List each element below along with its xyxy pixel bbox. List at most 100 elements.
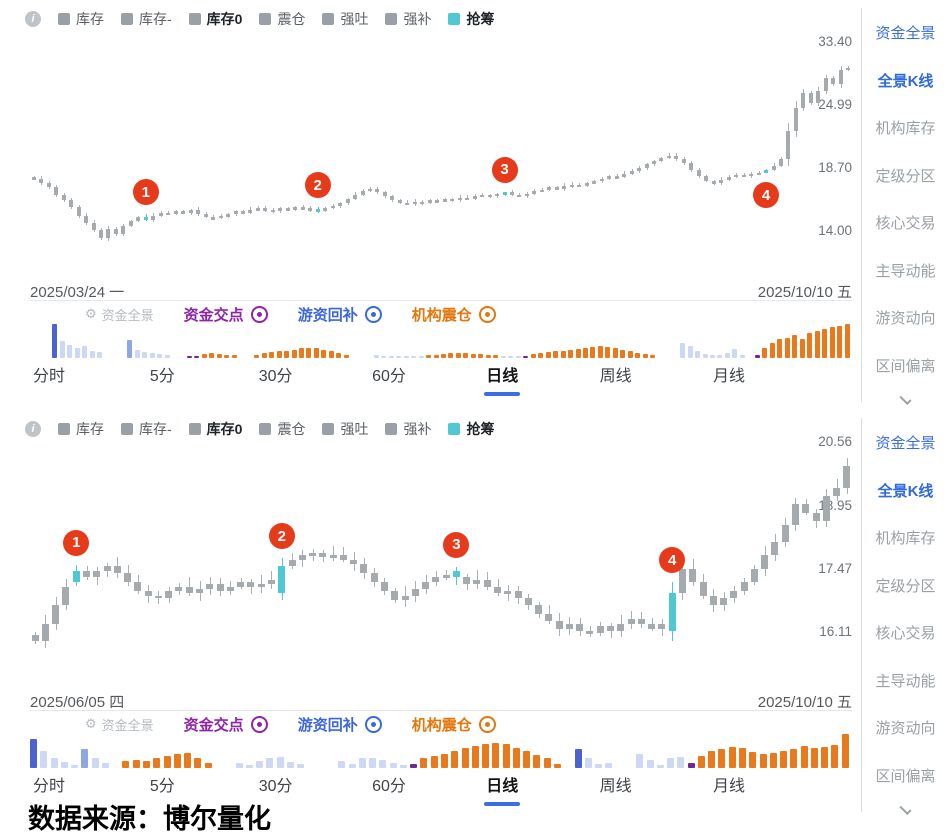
fund-legend-jigou-zhencang[interactable]: 机构震仓	[412, 304, 496, 325]
volume-bar	[646, 759, 654, 768]
tab-weekly[interactable]: 周线	[599, 778, 632, 795]
fund-legend-jigou-zhencang[interactable]: 机构震仓	[412, 714, 496, 735]
legend-item-qiangtu[interactable]: 强吐	[322, 419, 368, 439]
sidebar-item-hexin-jiaoyi[interactable]: 核心交易	[875, 215, 936, 232]
legend-item-qiangbu[interactable]: 强补	[385, 9, 431, 29]
sidebar-item-quanjing-kline[interactable]: 全景K线	[877, 482, 934, 500]
sidebar-item-zhudao-dongneng[interactable]: 主导动能	[875, 262, 936, 280]
volume-bar	[533, 755, 541, 768]
candle	[151, 215, 156, 220]
candle	[843, 466, 851, 489]
sidebar-item-quanjing-kline[interactable]: 全景K线	[877, 72, 934, 90]
legend-item-kucun-minus[interactable]: 库存-	[121, 9, 172, 29]
legend-item-qiangbu[interactable]: 强补	[385, 419, 431, 439]
info-icon[interactable]: i	[25, 421, 41, 437]
volume-bar	[269, 352, 275, 358]
tab-daily[interactable]: 日线	[478, 772, 526, 806]
sidebar-item-jigou-kucun[interactable]: 机构库存	[875, 530, 936, 547]
info-icon[interactable]: i	[25, 11, 41, 27]
event-marker-1[interactable]: 1	[132, 179, 159, 206]
gear-icon[interactable]: ⚙	[85, 716, 97, 731]
volume-bar	[749, 751, 757, 768]
tab-5min[interactable]: 5分	[149, 778, 175, 795]
fund-legend-youzi-huibu[interactable]: 游资回补	[298, 304, 382, 325]
tab-30min[interactable]: 30分	[258, 368, 293, 385]
tab-60min[interactable]: 60分	[372, 778, 406, 795]
volume-bar	[656, 765, 664, 768]
tab-monthly[interactable]: 月线	[712, 368, 745, 385]
gear-icon[interactable]: ⚙	[85, 306, 97, 321]
event-marker-3[interactable]: 3	[443, 531, 470, 558]
tab-30min[interactable]: 30分	[258, 778, 293, 795]
volume-bar	[163, 756, 171, 768]
volume-bar	[627, 351, 633, 358]
candlestick-chart[interactable]: 20.56 18.95 17.47 16.11 1 2 3 4	[30, 434, 852, 690]
fund-legend-zijin-jiaodian[interactable]: 资金交点	[184, 304, 268, 325]
volume-bar	[142, 351, 148, 358]
sidebar-item-zhudao-dongneng[interactable]: 主导动能	[875, 672, 936, 690]
event-marker-1[interactable]: 1	[63, 529, 90, 556]
fund-legend: ⚙ 资金全景 资金交点 游资回补 机构震仓	[85, 304, 496, 324]
sidebar-item-qujian-pianli[interactable]: 区间偏离	[875, 357, 936, 375]
sidebar-item-youzi-dongxiang[interactable]: 游资动向	[875, 720, 936, 737]
volume-bar	[463, 352, 469, 358]
legend-item-qiangchou[interactable]: 抢筹	[448, 419, 494, 439]
legend-item-kucun0[interactable]: 库存0	[188, 419, 242, 439]
volume-bar	[560, 350, 566, 358]
sidebar-item-jigou-kucun[interactable]: 机构库存	[875, 120, 936, 137]
tab-weekly[interactable]: 周线	[599, 368, 632, 385]
legend-item-kucun[interactable]: 库存	[58, 9, 104, 29]
tab-60min[interactable]: 60分	[372, 368, 406, 385]
fund-legend-youzi-huibu[interactable]: 游资回补	[298, 714, 382, 735]
legend-item-kucun[interactable]: 库存	[58, 419, 104, 439]
volume-bar	[553, 351, 559, 358]
fund-legend-zijin-jiaodian[interactable]: 资金交点	[184, 714, 268, 735]
sidebar-item-dingji-fenqu[interactable]: 定级分区	[875, 167, 936, 185]
sidebar-item-dingji-fenqu[interactable]: 定级分区	[875, 577, 936, 595]
sidebar-item-qujian-pianli[interactable]: 区间偏离	[875, 767, 936, 785]
volume-bar	[336, 352, 342, 358]
legend-item-zhencang[interactable]: 震仓	[259, 9, 305, 29]
sidebar-item-zijin-quanjing[interactable]: 资金全景	[875, 25, 936, 42]
legend-item-zhencang[interactable]: 震仓	[259, 419, 305, 439]
chevron-down-icon[interactable]	[899, 392, 912, 406]
candle	[779, 158, 783, 166]
chevron-down-icon[interactable]	[899, 802, 912, 816]
candle	[547, 187, 552, 190]
legend-item-kucun-minus[interactable]: 库存-	[121, 419, 172, 439]
volume-bar	[328, 351, 334, 358]
candlestick-chart[interactable]: 33.40 24.99 18.70 14.00 1 2 3 4	[30, 30, 852, 280]
candle	[681, 158, 686, 164]
fund-panorama-label[interactable]: ⚙ 资金全景	[85, 306, 154, 323]
candle	[495, 193, 500, 197]
candle-wick	[407, 200, 409, 206]
sidebar-item-zijin-quanjing[interactable]: 资金全景	[875, 435, 936, 452]
tab-fenshi[interactable]: 分时	[32, 368, 65, 385]
volume-bar	[71, 764, 79, 768]
event-marker-4[interactable]: 4	[659, 547, 686, 574]
candle	[472, 196, 477, 199]
volume-bar	[568, 349, 574, 358]
legend-item-qiangchou[interactable]: 抢筹	[448, 9, 494, 29]
candle	[450, 198, 455, 202]
tab-5min[interactable]: 5分	[149, 368, 175, 385]
tab-daily[interactable]: 日线	[478, 362, 526, 396]
legend-item-qiangtu[interactable]: 强吐	[322, 9, 368, 29]
event-marker-2[interactable]: 2	[304, 172, 331, 199]
event-marker-2[interactable]: 2	[268, 523, 295, 550]
candle	[651, 161, 656, 165]
sidebar-item-youzi-dongxiang[interactable]: 游资动向	[875, 310, 936, 327]
candle	[353, 194, 358, 199]
candle-wick	[257, 206, 259, 211]
sidebar-item-hexin-jiaoyi[interactable]: 核心交易	[875, 625, 936, 642]
candle	[98, 230, 103, 239]
event-marker-3[interactable]: 3	[491, 156, 518, 183]
tab-monthly[interactable]: 月线	[712, 778, 745, 795]
candle	[711, 181, 716, 184]
candle	[831, 78, 836, 85]
volume-bar	[256, 760, 264, 768]
event-marker-4[interactable]: 4	[753, 182, 780, 209]
tab-fenshi[interactable]: 分时	[32, 778, 65, 795]
fund-panorama-label[interactable]: ⚙ 资金全景	[85, 716, 154, 733]
legend-item-kucun0[interactable]: 库存0	[188, 9, 242, 29]
